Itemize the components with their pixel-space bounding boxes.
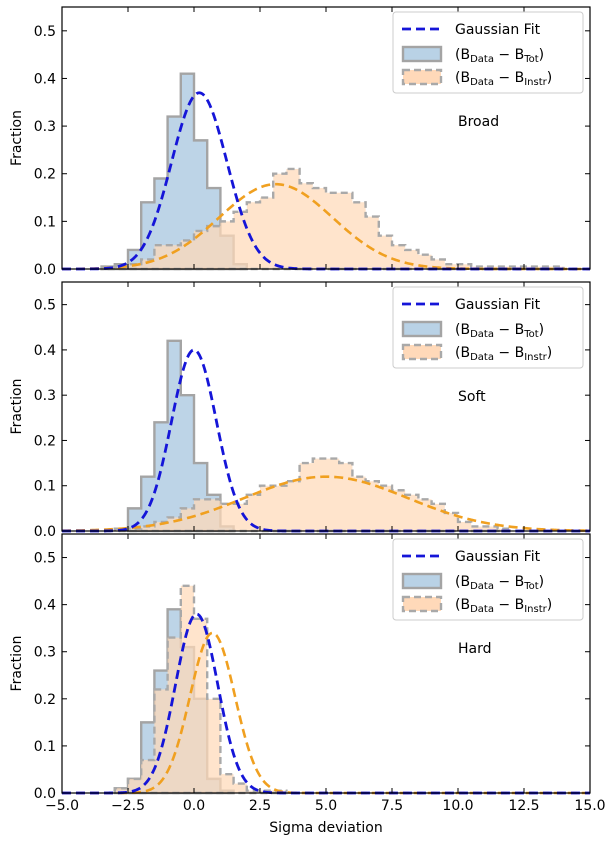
y-tick-label: 0.3 [34, 119, 56, 135]
y-tick-label: 0.5 [34, 24, 56, 40]
legend-instr-label: (BData − BInstr) [455, 597, 552, 615]
legend-fit-label: Gaussian Fit [455, 22, 541, 38]
gaussian-fit-instr-line [61, 475, 591, 532]
y-tick-label: 0.0 [34, 262, 56, 278]
hist-instr-bars [100, 167, 565, 271]
legend: Gaussian Fit(BData − BTot)(BData − BInst… [392, 538, 584, 621]
y-tick-label: 0.1 [34, 214, 56, 230]
legend-text: − B [494, 47, 524, 63]
legend-text: ) [539, 322, 544, 338]
legend-text: (B [455, 574, 470, 590]
legend-subscript: Data [470, 54, 494, 65]
panels-group: 0.0 0.1 0.2 0.3 0.4 0.5 Fraction Broad Gaussian … [9, 6, 606, 814]
legend-tot-label: (BData − BTot) [455, 322, 544, 340]
legend-tot-swatch [401, 572, 443, 590]
x-axis-label: Sigma deviation [269, 820, 382, 836]
y-tick-label: 0.2 [34, 167, 56, 183]
legend-instr-label: (BData − BInstr) [455, 70, 552, 88]
x-tick-label: −2.5 [111, 798, 145, 814]
panel-title: Soft [458, 389, 486, 405]
y-tick-label: 0.1 [34, 739, 56, 755]
legend-subscript: Data [470, 77, 494, 88]
legend-text: (B [455, 322, 470, 338]
legend-subscript: Instr [524, 604, 547, 615]
y-tick-label: 0.2 [34, 433, 56, 449]
legend-tot-swatch [401, 45, 443, 63]
y-tick-label: 0.3 [34, 388, 56, 404]
y-axis-label: Fraction [9, 110, 25, 166]
legend-text: (B [455, 597, 470, 613]
legend-text: − B [494, 322, 524, 338]
y-tick-label: 0.4 [34, 343, 56, 359]
x-tick-label: 12.5 [508, 798, 539, 814]
legend: Gaussian Fit(BData − BTot)(BData − BInst… [392, 286, 584, 369]
y-tick-label: 0.0 [34, 786, 56, 802]
panel-title: Hard [458, 641, 492, 657]
x-tick-label: 7.5 [381, 798, 403, 814]
legend-instr-swatch [401, 595, 443, 613]
legend-subscript: Instr [524, 77, 547, 88]
panel-soft: 0.0 0.1 0.2 0.3 0.4 0.5 Fraction Soft Gaussian F… [9, 281, 591, 540]
legend-text: ) [539, 574, 544, 590]
legend-tot-swatch [401, 320, 443, 338]
legend-subscript: Tot [523, 581, 539, 592]
y-axis-label: Fraction [9, 379, 25, 435]
legend-text: − B [494, 345, 524, 361]
legend-text: − B [494, 574, 524, 590]
x-tick-label: −5.0 [45, 798, 79, 814]
legend-text: ) [547, 597, 552, 613]
hist-instr-bars [113, 457, 512, 533]
legend-text: − B [494, 597, 524, 613]
legend-text: (B [455, 345, 470, 361]
legend-subscript: Data [470, 329, 494, 340]
panel-broad: 0.0 0.1 0.2 0.3 0.4 0.5 Fraction Broad Gaussian … [9, 6, 591, 278]
legend-subscript: Data [470, 352, 494, 363]
legend-subscript: Tot [523, 54, 539, 65]
legend-tot-label: (BData − BTot) [455, 47, 544, 65]
x-tick-label: 5.0 [315, 798, 337, 814]
legend-subscript: Tot [523, 329, 539, 340]
x-tick-label: 10.0 [442, 798, 473, 814]
y-tick-label: 0.1 [34, 479, 56, 495]
legend-text: (B [455, 47, 470, 63]
legend-fit-label: Gaussian Fit [455, 549, 541, 565]
legend-instr-label: (BData − BInstr) [455, 345, 552, 363]
legend-fit-label: Gaussian Fit [455, 297, 541, 313]
legend-subscript: Data [470, 581, 494, 592]
legend-text: − B [494, 70, 524, 86]
legend-subscript: Data [470, 604, 494, 615]
y-tick-label: 0.5 [34, 298, 56, 314]
x-tick-label: 0.0 [183, 798, 205, 814]
panel-title: Broad [458, 114, 499, 130]
y-tick-label: 0.4 [34, 598, 56, 614]
legend-text: ) [547, 70, 552, 86]
x-tick-label: 2.5 [249, 798, 271, 814]
y-tick-label: 0.3 [34, 645, 56, 661]
x-tick-label: 15.0 [574, 798, 605, 814]
legend-text: ) [539, 47, 544, 63]
legend-text: (B [455, 70, 470, 86]
y-tick-label: 0.5 [34, 551, 56, 567]
legend-instr-swatch [401, 343, 443, 361]
legend: Gaussian Fit(BData − BTot)(BData − BInst… [392, 11, 584, 94]
panel-hard: 0.0 0.1 0.2 0.3 0.4 0.5 −5.0 −2.5 0.0 2.5 5.0 7.5 10… [9, 533, 606, 814]
legend-instr-swatch [401, 68, 443, 86]
y-tick-label: 0.0 [34, 524, 56, 540]
legend-tot-label: (BData − BTot) [455, 574, 544, 592]
legend-text: ) [547, 345, 552, 361]
legend-subscript: Instr [524, 352, 547, 363]
gaussian-fit-instr-line [61, 182, 590, 271]
y-tick-label: 0.4 [34, 71, 56, 87]
y-tick-label: 0.2 [34, 692, 56, 708]
y-axis-label: Fraction [9, 636, 25, 692]
